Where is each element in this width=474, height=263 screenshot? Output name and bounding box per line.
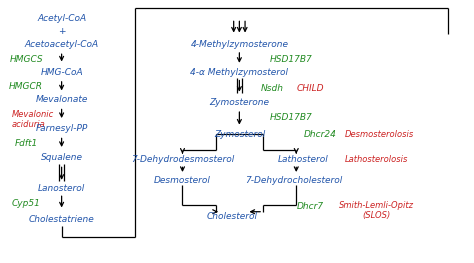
Text: 7-Dehydrodesmosterol: 7-Dehydrodesmosterol — [131, 155, 234, 164]
Text: 4-α Methylzymosterol: 4-α Methylzymosterol — [191, 68, 288, 77]
Text: Farnesyl-PP: Farnesyl-PP — [36, 124, 88, 133]
Text: 7-Dehydrocholesterol: 7-Dehydrocholesterol — [245, 176, 343, 185]
Text: +: + — [58, 27, 65, 36]
Text: Smith-Lemli-Opitz
(SLOS): Smith-Lemli-Opitz (SLOS) — [339, 201, 414, 220]
Text: Squalene: Squalene — [41, 153, 82, 162]
Text: Dhcr7: Dhcr7 — [297, 202, 324, 211]
Text: Zymosterol: Zymosterol — [214, 130, 265, 139]
Text: HMGCS: HMGCS — [9, 55, 43, 64]
Text: Lathosterol: Lathosterol — [278, 155, 329, 164]
Text: Nsdh: Nsdh — [261, 84, 284, 93]
Text: Desmosterolosis: Desmosterolosis — [345, 130, 414, 139]
Text: HMGCR: HMGCR — [9, 82, 43, 91]
Text: Desmosterol: Desmosterol — [154, 176, 211, 185]
Text: HSD17B7: HSD17B7 — [270, 55, 313, 64]
Text: Cyp51: Cyp51 — [12, 199, 40, 208]
Text: CHILD: CHILD — [297, 84, 324, 93]
Text: 4-Methylzymosterone: 4-Methylzymosterone — [191, 40, 288, 49]
Text: Cholestatriene: Cholestatriene — [29, 215, 94, 224]
Text: Lanosterol: Lanosterol — [38, 184, 85, 193]
Text: Dhcr24: Dhcr24 — [303, 130, 337, 139]
Text: Lathosterolosis: Lathosterolosis — [345, 155, 409, 164]
Text: Fdft1: Fdft1 — [14, 139, 38, 148]
Text: HMG-CoA: HMG-CoA — [40, 68, 83, 77]
Text: HSD17B7: HSD17B7 — [270, 113, 313, 122]
Text: Zymosterone: Zymosterone — [210, 98, 269, 107]
Text: Cholesterol: Cholesterol — [207, 213, 258, 221]
Text: Mevalonate: Mevalonate — [36, 95, 88, 104]
Text: Acetyl-CoA: Acetyl-CoA — [37, 14, 86, 23]
Text: Mevalonic
aciduria: Mevalonic aciduria — [12, 110, 54, 129]
Text: Acetoacetyl-CoA: Acetoacetyl-CoA — [25, 40, 99, 49]
